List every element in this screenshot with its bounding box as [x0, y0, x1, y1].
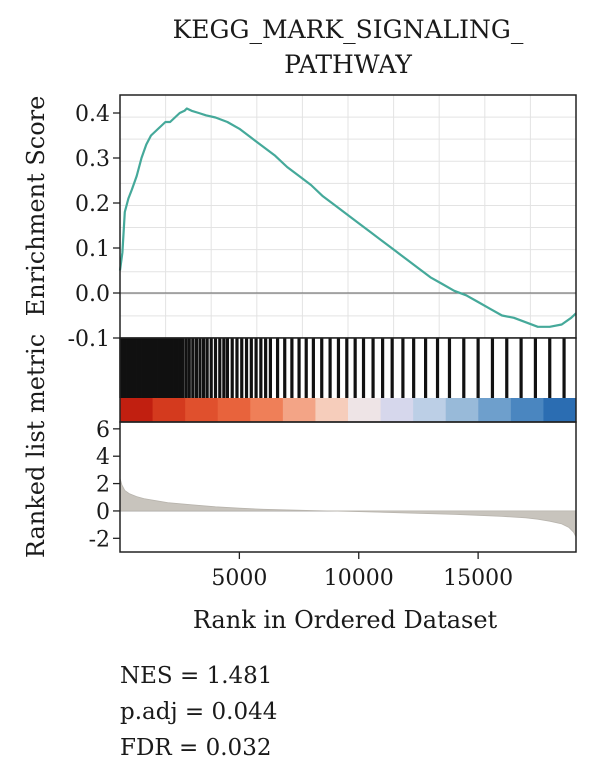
- y-tick-label: 0: [96, 500, 110, 525]
- x-ticks: 5000 10000 15000: [211, 552, 513, 591]
- middle-panel-frame: [119, 337, 577, 423]
- x-tick-label: 5000: [211, 566, 267, 591]
- colorbar-segment: [217, 398, 251, 422]
- ranked-metric-series: [119, 477, 577, 538]
- padj-value: p.adj = 0.044: [120, 699, 278, 725]
- y-tick-label: 2: [96, 473, 110, 498]
- colorbar-segment: [152, 398, 186, 422]
- ranked-panel-frame: [119, 421, 577, 553]
- gsea-plot: 0.4 0.3 0.2 0.1 0.0 -0.1 Enrichment Score 64 2…: [22, 94, 577, 634]
- ranked-colorbar: [120, 398, 577, 422]
- colorbar-segment: [120, 398, 154, 422]
- colorbar-segment: [185, 398, 219, 422]
- ranked-metric-area: [119, 477, 577, 538]
- colorbar-segment: [250, 398, 284, 422]
- chart-title-line-1: KEGG_MARK_SIGNALING_: [172, 15, 524, 44]
- y-tick-label: -0.1: [68, 327, 110, 352]
- ranked-y-ticks: 64 20-2: [89, 418, 120, 552]
- enrichment-score-line: [118, 107, 577, 328]
- x-tick-label: 15000: [443, 566, 513, 591]
- y-tick-label: 0.4: [75, 102, 110, 127]
- colorbar-segment: [478, 398, 512, 422]
- y-tick-label: -2: [89, 527, 110, 552]
- y-tick-label: 6: [96, 418, 110, 443]
- y-tick-label: 0.1: [75, 237, 110, 262]
- colorbar-segment: [413, 398, 447, 422]
- enrichment-score-series: [118, 107, 577, 328]
- colorbar-segment: [543, 398, 577, 422]
- x-tick-label: 10000: [324, 566, 394, 591]
- hit-ticks: [119, 338, 566, 398]
- enrichment-y-ticks: 0.4 0.3 0.2 0.1 0.0 -0.1: [68, 102, 120, 352]
- y-tick-label: 4: [96, 445, 110, 470]
- enrichment-y-axis-label: Enrichment Score: [22, 96, 50, 317]
- y-tick-label: 0.0: [75, 282, 110, 307]
- colorbar-segment: [510, 398, 544, 422]
- colorbar-segment: [282, 398, 316, 422]
- colorbar-segment: [315, 398, 349, 422]
- y-tick-label: 0.2: [75, 192, 110, 217]
- fdr-value: FDR = 0.032: [120, 735, 272, 761]
- nes-value: NES = 1.481: [120, 663, 273, 689]
- enrichment-grid: [120, 95, 576, 338]
- chart-title-line-2: PATHWAY: [284, 50, 412, 79]
- colorbar-segment: [348, 398, 382, 422]
- colorbar-segment: [445, 398, 479, 422]
- statistics-block: NES = 1.481 p.adj = 0.044 FDR = 0.032: [120, 658, 277, 766]
- ranked-y-axis-label: Ranked list metric: [22, 334, 50, 558]
- y-tick-label: 0.3: [75, 147, 110, 172]
- colorbar-segment: [380, 398, 414, 422]
- x-axis-label: Rank in Ordered Dataset: [193, 606, 498, 634]
